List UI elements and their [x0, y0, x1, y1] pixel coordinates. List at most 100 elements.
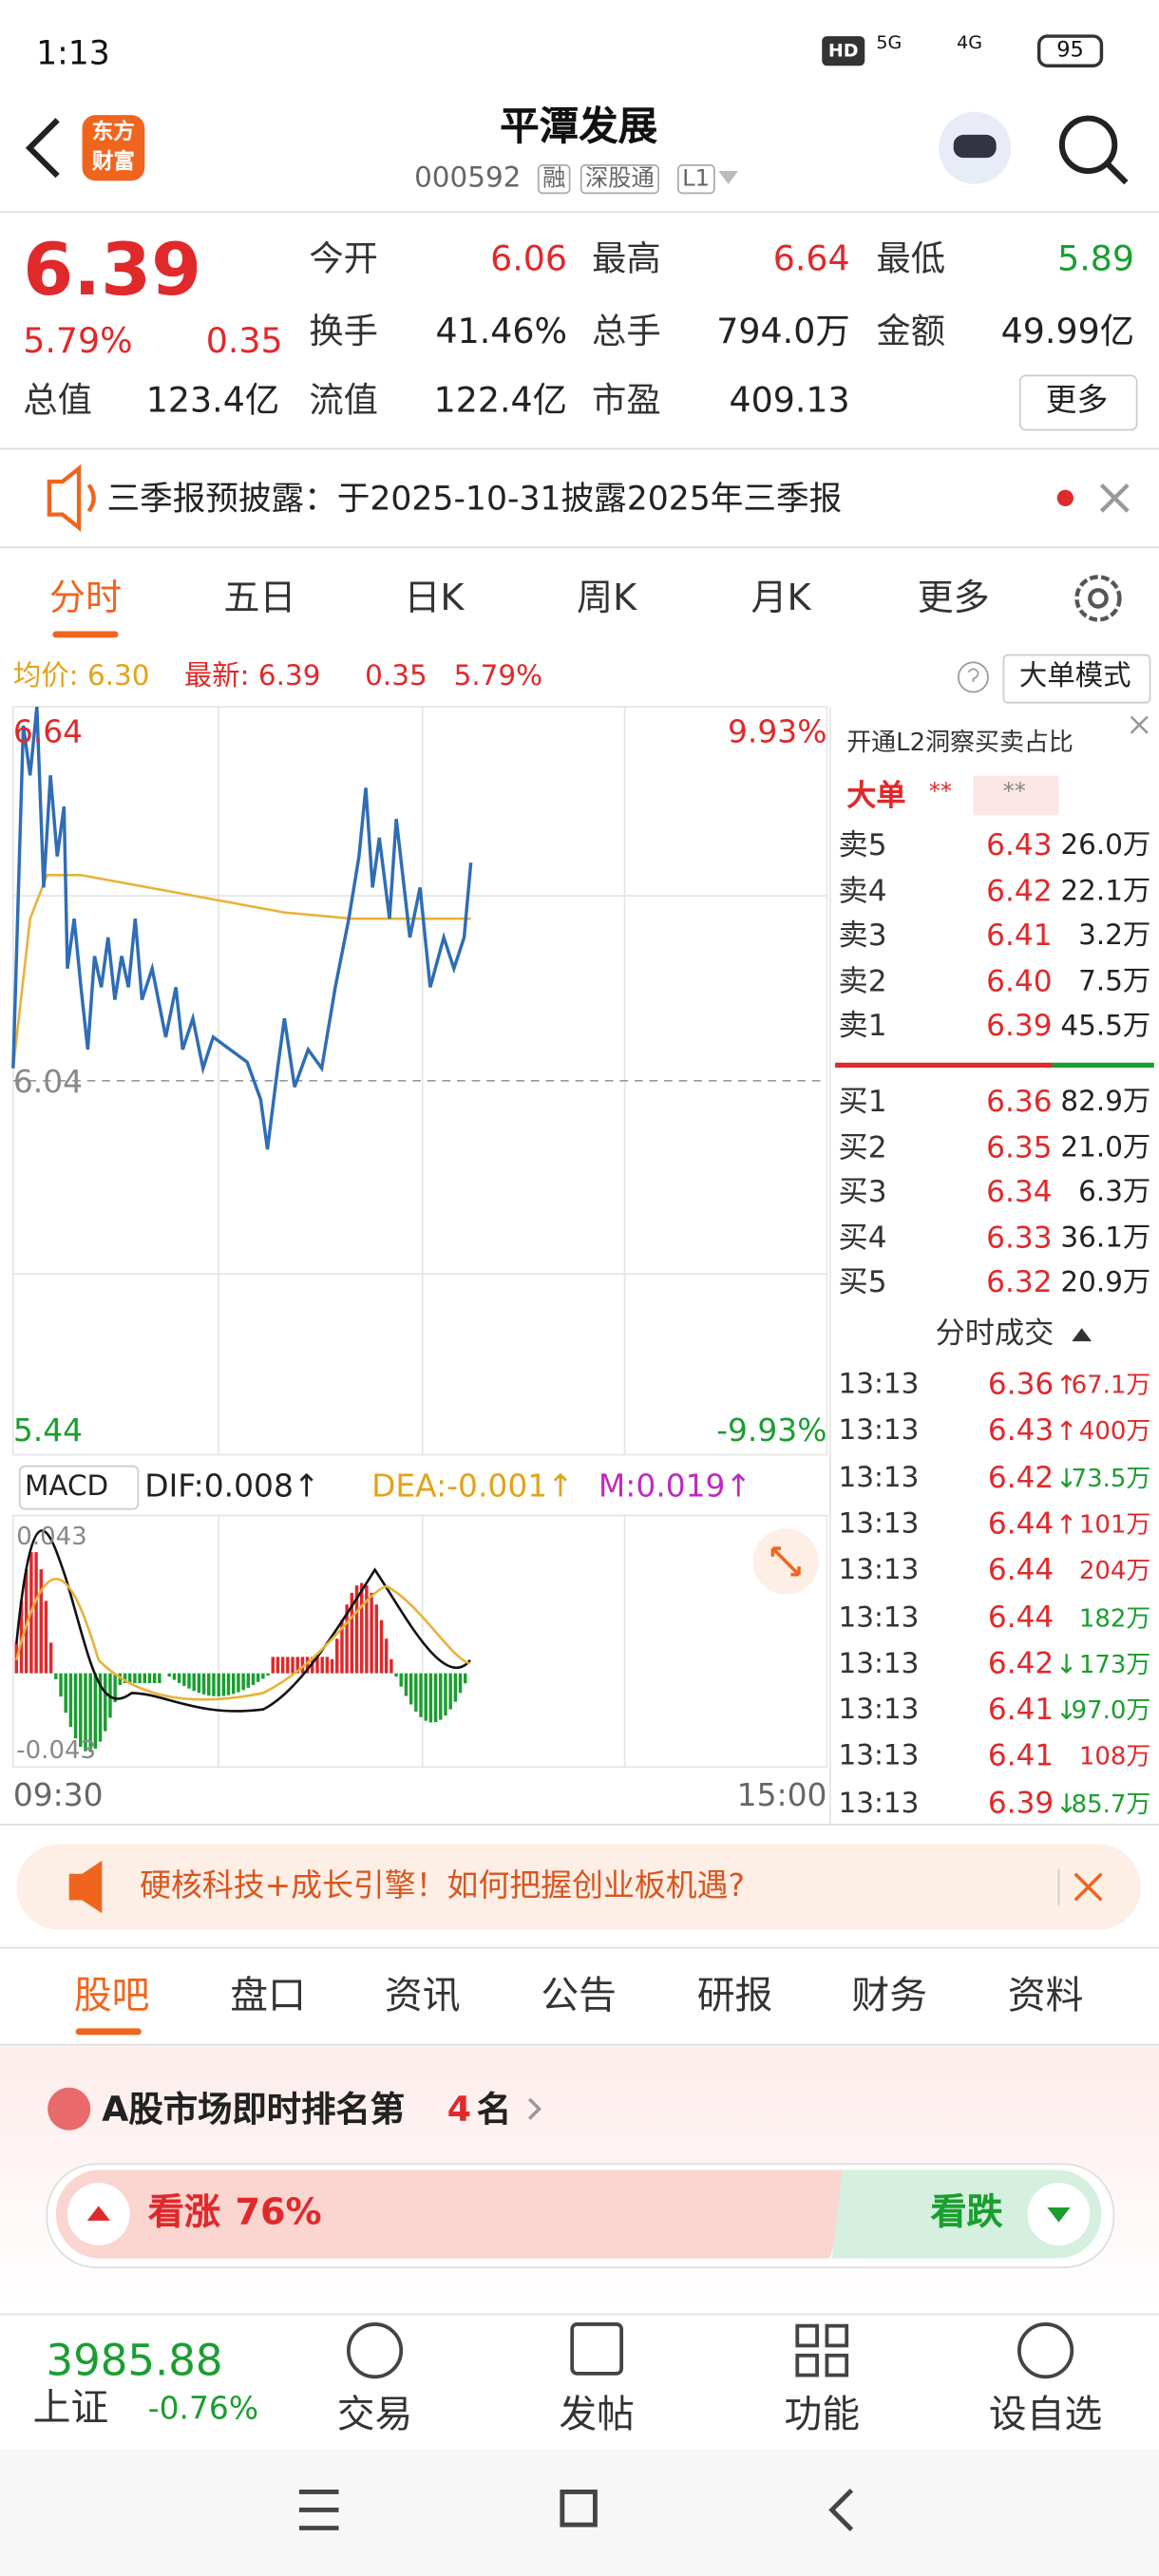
trade-dir: ↓ — [1054, 1788, 1078, 1820]
field-label: 市盈 — [591, 380, 661, 421]
field-label: 最低 — [876, 238, 946, 279]
hd: HD — [827, 40, 859, 62]
settings-icon-center — [1088, 588, 1109, 609]
book-volume: 45.5万 — [1060, 1010, 1151, 1044]
book-volume: 36.1万 — [1060, 1221, 1151, 1255]
chart-tab[interactable]: 分时 — [48, 578, 123, 620]
book-volume: 26.0万 — [1060, 829, 1151, 862]
nav-label[interactable]: 功能 — [784, 2394, 861, 2437]
chart-tab[interactable]: 更多 — [917, 578, 990, 620]
chart-tab[interactable]: 日K — [404, 578, 465, 620]
help-icon[interactable] — [958, 661, 989, 693]
nav-label[interactable]: 发帖 — [559, 2394, 635, 2437]
stock-tag: 融 — [537, 164, 571, 195]
stock-code: 000592 — [414, 161, 522, 196]
macd-m: M:0.019↑ — [598, 1468, 752, 1506]
bottom-tab[interactable]: 盘口 — [230, 1975, 306, 2018]
stock-tag: L1 — [676, 164, 715, 195]
field-value: 5.89 — [1057, 238, 1135, 279]
status-time: 1:13 — [36, 32, 110, 73]
book-volume: 22.1万 — [1060, 874, 1151, 908]
more-button[interactable] — [1018, 374, 1138, 431]
search-icon-handle[interactable] — [1106, 161, 1129, 185]
field-value: 122.4亿 — [433, 380, 568, 421]
dividers — [0, 211, 1159, 2316]
nav-label[interactable]: 交易 — [336, 2394, 413, 2437]
book-label: 买4 — [838, 1220, 887, 1256]
l2-link[interactable]: 开通L2洞察买卖占比 — [846, 727, 1074, 757]
mode-button-text[interactable]: 大单模式 — [1018, 659, 1131, 693]
ranking-arrow[interactable] — [527, 2097, 542, 2120]
vote-up-pct: 76% — [235, 2192, 322, 2234]
trade-price: 6.41 — [987, 1739, 1054, 1774]
collapse-icon[interactable] — [1072, 1328, 1092, 1342]
logo[interactable] — [82, 115, 145, 181]
notice-text[interactable]: 三季报预披露：于2025-10-31披露2025年三季报 — [106, 478, 843, 519]
close-notice[interactable] — [1099, 483, 1130, 513]
book-volume: 21.0万 — [1060, 1130, 1151, 1165]
trade-volume: 101万 — [1078, 1509, 1151, 1540]
nav-icons — [298, 2322, 1074, 2531]
ad-text[interactable]: 硬核科技+成长引擎！如何把握创业板机遇? — [140, 1867, 745, 1904]
index-name: 上证 — [32, 2387, 109, 2431]
hd-badge — [822, 36, 865, 66]
trade-time: 13:13 — [838, 1647, 920, 1681]
trade-price: 6.44 — [987, 1553, 1054, 1588]
trade-time: 13:13 — [838, 1554, 920, 1588]
pct-label-high: 9.93% — [727, 713, 827, 750]
field-label: 今开 — [309, 238, 379, 279]
macd-bottom: -0.043 — [16, 1734, 96, 1765]
trade-price: 6.39 — [987, 1786, 1054, 1821]
dif-line — [15, 1529, 471, 1713]
more-button-text[interactable]: 更多 — [1045, 382, 1109, 419]
bottom-tab[interactable]: 财务 — [851, 1975, 928, 2018]
bottom-tab[interactable]: 资料 — [1007, 1975, 1084, 2018]
star-bg — [973, 775, 1059, 816]
trade-price: 6.41 — [987, 1693, 1054, 1728]
info-change: 0.35 — [365, 659, 428, 693]
book-label: 卖5 — [838, 828, 887, 863]
battery-icon — [1036, 34, 1104, 67]
chart-tab[interactable]: 月K — [750, 578, 811, 620]
trade-dir: ↓ — [1054, 1462, 1078, 1494]
bottom-tab[interactable]: 公告 — [541, 1975, 617, 2018]
nav-bar — [0, 2449, 1159, 2576]
vote-up[interactable] — [55, 2169, 862, 2259]
bottom-tab[interactable]: 资讯 — [384, 1975, 461, 2018]
field-label: 最高 — [591, 238, 661, 279]
book-price: 6.41 — [986, 919, 1053, 954]
trade-price: 6.43 — [987, 1413, 1054, 1449]
bottom-tab[interactable]: 股吧 — [73, 1975, 150, 2018]
y-label-low: 5.44 — [12, 1412, 84, 1449]
stars: ** — [1002, 779, 1026, 805]
price-line — [11, 706, 473, 1150]
chart-tab[interactable]: 五日 — [223, 578, 296, 620]
trade-dir: ↑ — [1054, 1508, 1078, 1541]
macd-dea: DEA:-0.001↑ — [371, 1468, 574, 1506]
close-l2[interactable] — [1130, 715, 1149, 734]
macd-dif: DIF:0.008↑ — [144, 1468, 320, 1506]
trade-volume: 182万 — [1078, 1602, 1151, 1633]
back-icon[interactable] — [25, 118, 60, 179]
mode-button[interactable] — [1002, 653, 1151, 704]
book-price: 6.42 — [986, 873, 1053, 909]
bottom-tab[interactable]: 研报 — [696, 1975, 773, 2018]
dropdown-icon[interactable] — [718, 170, 738, 184]
macd-label: MACD — [24, 1469, 109, 1504]
trade-price: 6.36 — [987, 1367, 1054, 1403]
ad-bg[interactable] — [16, 1844, 1141, 1930]
chart-tab[interactable]: 周K — [577, 578, 637, 620]
book-label: 卖1 — [838, 1009, 887, 1044]
trade-volume: 400万 — [1078, 1416, 1151, 1447]
book-price: 6.43 — [986, 828, 1053, 863]
field-label: 换手 — [309, 311, 379, 351]
nav-label[interactable]: 设自选 — [988, 2394, 1103, 2437]
trade-price: 6.42 — [987, 1460, 1054, 1496]
up-icon — [86, 2206, 110, 2221]
settings-icon[interactable] — [1074, 575, 1122, 622]
search-icon[interactable] — [1058, 115, 1118, 175]
tab-underline — [52, 631, 119, 638]
close-ad[interactable] — [1074, 1872, 1103, 1902]
macd-select[interactable] — [18, 1465, 140, 1510]
trade-time: 13:13 — [838, 1414, 920, 1449]
